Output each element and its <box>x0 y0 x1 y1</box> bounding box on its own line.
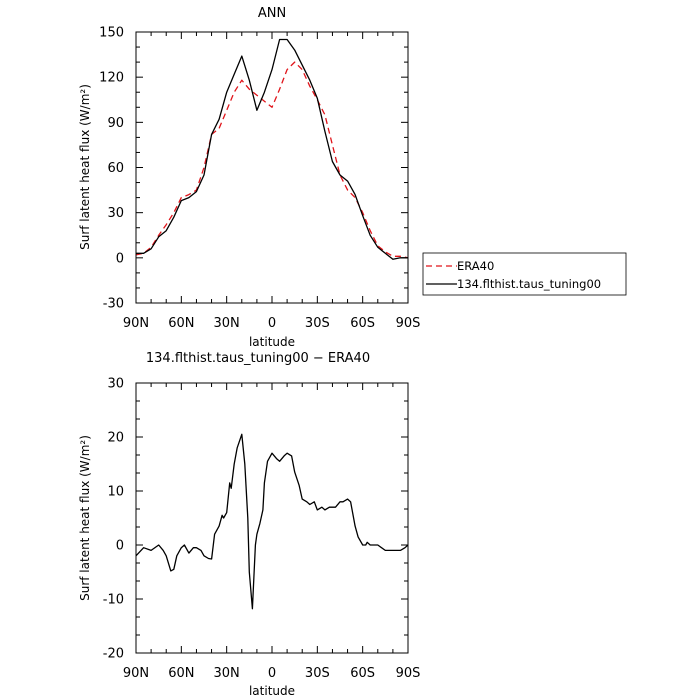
series-line-1 <box>136 38 408 260</box>
x-tick-label: 30N <box>214 316 240 331</box>
mean-flux-series-group <box>135 38 409 260</box>
y-tick-label: 60 <box>107 161 124 176</box>
mean-flux-plot-frame <box>135 31 409 304</box>
y-tick-label: 120 <box>99 71 124 86</box>
difference-plot-frame <box>135 382 409 654</box>
mean-flux-panel: ANN -30 0 30 60 90 120 150 90N 60N 30N 0 30S 60S 90S… <box>78 6 627 349</box>
y-tick-label: -10 <box>103 593 124 608</box>
series-line-0 <box>135 61 409 259</box>
x-tick-label: 90S <box>396 666 421 681</box>
difference-y-tick-labels: -20 -10 0 10 20 30 <box>103 377 124 662</box>
y-tick-label: 0 <box>116 251 124 266</box>
difference-series-group <box>135 433 409 610</box>
x-tick-label: 60S <box>350 666 375 681</box>
difference-x-axis-label: latitude <box>249 684 295 698</box>
x-tick-label: 90N <box>123 666 149 681</box>
x-tick-label: 0 <box>268 666 276 681</box>
x-tick-label: 30S <box>305 316 330 331</box>
y-tick-label: 0 <box>116 539 124 554</box>
mean-flux-x-tick-labels: 90N 60N 30N 0 30S 60S 90S <box>123 316 421 331</box>
difference-ticks <box>135 382 409 654</box>
mean-flux-y-tick-labels: -30 0 30 60 90 120 150 <box>99 26 124 312</box>
difference-x-tick-labels: 90N 60N 30N 0 30S 60S 90S <box>123 666 421 681</box>
difference-panel: 134.flthist.taus_tuning00 − ERA40 -20 -10… <box>78 351 420 698</box>
mean-flux-panel-title: ANN <box>258 6 286 21</box>
legend-label-model: 134.flthist.taus_tuning00 <box>457 277 601 291</box>
legend-label-era40: ERA40 <box>457 259 494 273</box>
y-tick-label: 30 <box>107 377 124 392</box>
mean-flux-ticks <box>135 31 409 304</box>
mean-flux-x-axis-label: latitude <box>249 335 295 349</box>
mean-flux-y-axis-label: Surf latent heat flux (W/m²) <box>78 84 92 250</box>
y-tick-label: -20 <box>103 647 124 662</box>
x-tick-label: 30S <box>305 666 330 681</box>
legend-box <box>422 252 627 296</box>
difference-y-axis-label: Surf latent heat flux (W/m²) <box>78 435 92 601</box>
x-tick-label: 90N <box>123 316 149 331</box>
y-tick-label: 90 <box>107 116 124 131</box>
y-tick-label: 20 <box>107 431 124 446</box>
y-tick-label: -30 <box>103 297 124 312</box>
series-line-0 <box>135 433 409 610</box>
y-tick-label: 30 <box>107 206 124 221</box>
x-tick-label: 0 <box>268 316 276 331</box>
y-tick-label: 150 <box>99 26 124 41</box>
x-tick-label: 60N <box>168 666 194 681</box>
legend: ERA40 134.flthist.taus_tuning00 <box>422 252 627 296</box>
difference-panel-title: 134.flthist.taus_tuning00 − ERA40 <box>146 351 370 366</box>
x-tick-label: 60N <box>168 316 194 331</box>
x-tick-label: 30N <box>214 666 240 681</box>
x-tick-label: 90S <box>396 316 421 331</box>
y-tick-label: 10 <box>107 485 124 500</box>
x-tick-label: 60S <box>350 316 375 331</box>
